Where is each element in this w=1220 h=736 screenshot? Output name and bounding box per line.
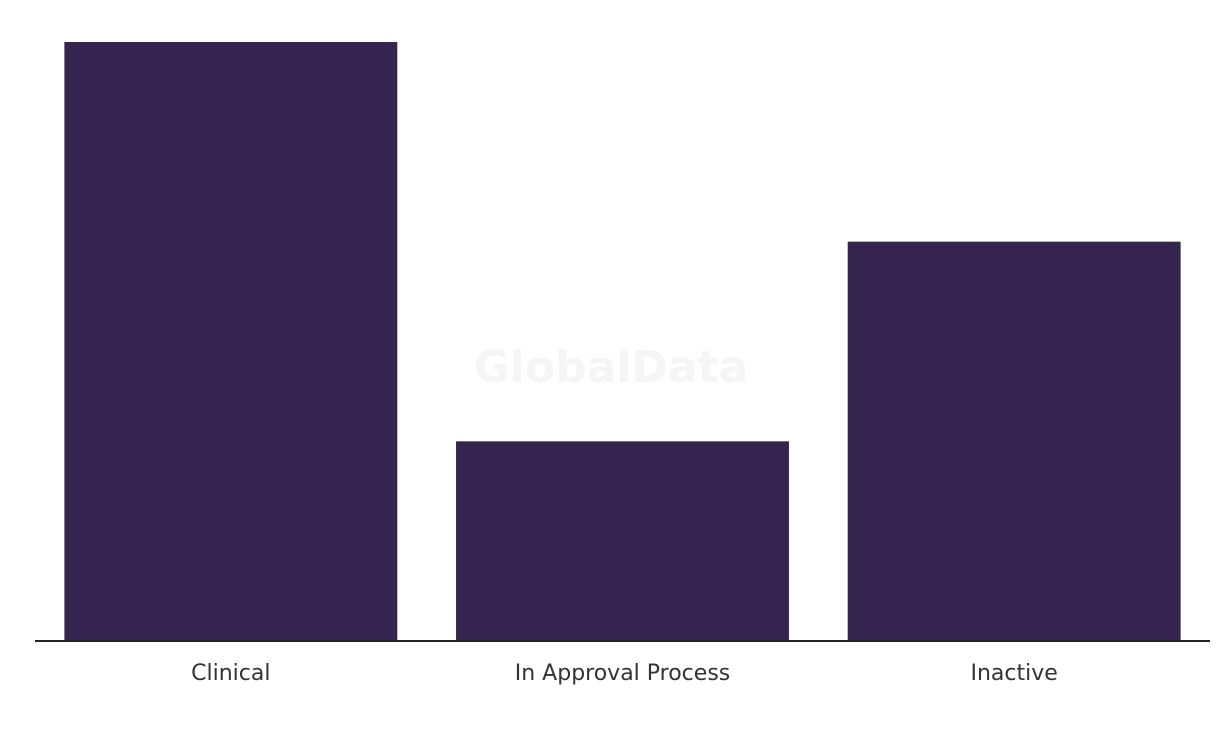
bar: [64, 42, 398, 641]
bar: [456, 441, 789, 641]
bar: [847, 241, 1181, 641]
x-tick-label: In Approval Process: [515, 661, 731, 686]
watermark: GlobalData: [474, 342, 749, 393]
x-tick-label: Clinical: [191, 661, 270, 686]
x-tick-label: Inactive: [971, 661, 1058, 686]
